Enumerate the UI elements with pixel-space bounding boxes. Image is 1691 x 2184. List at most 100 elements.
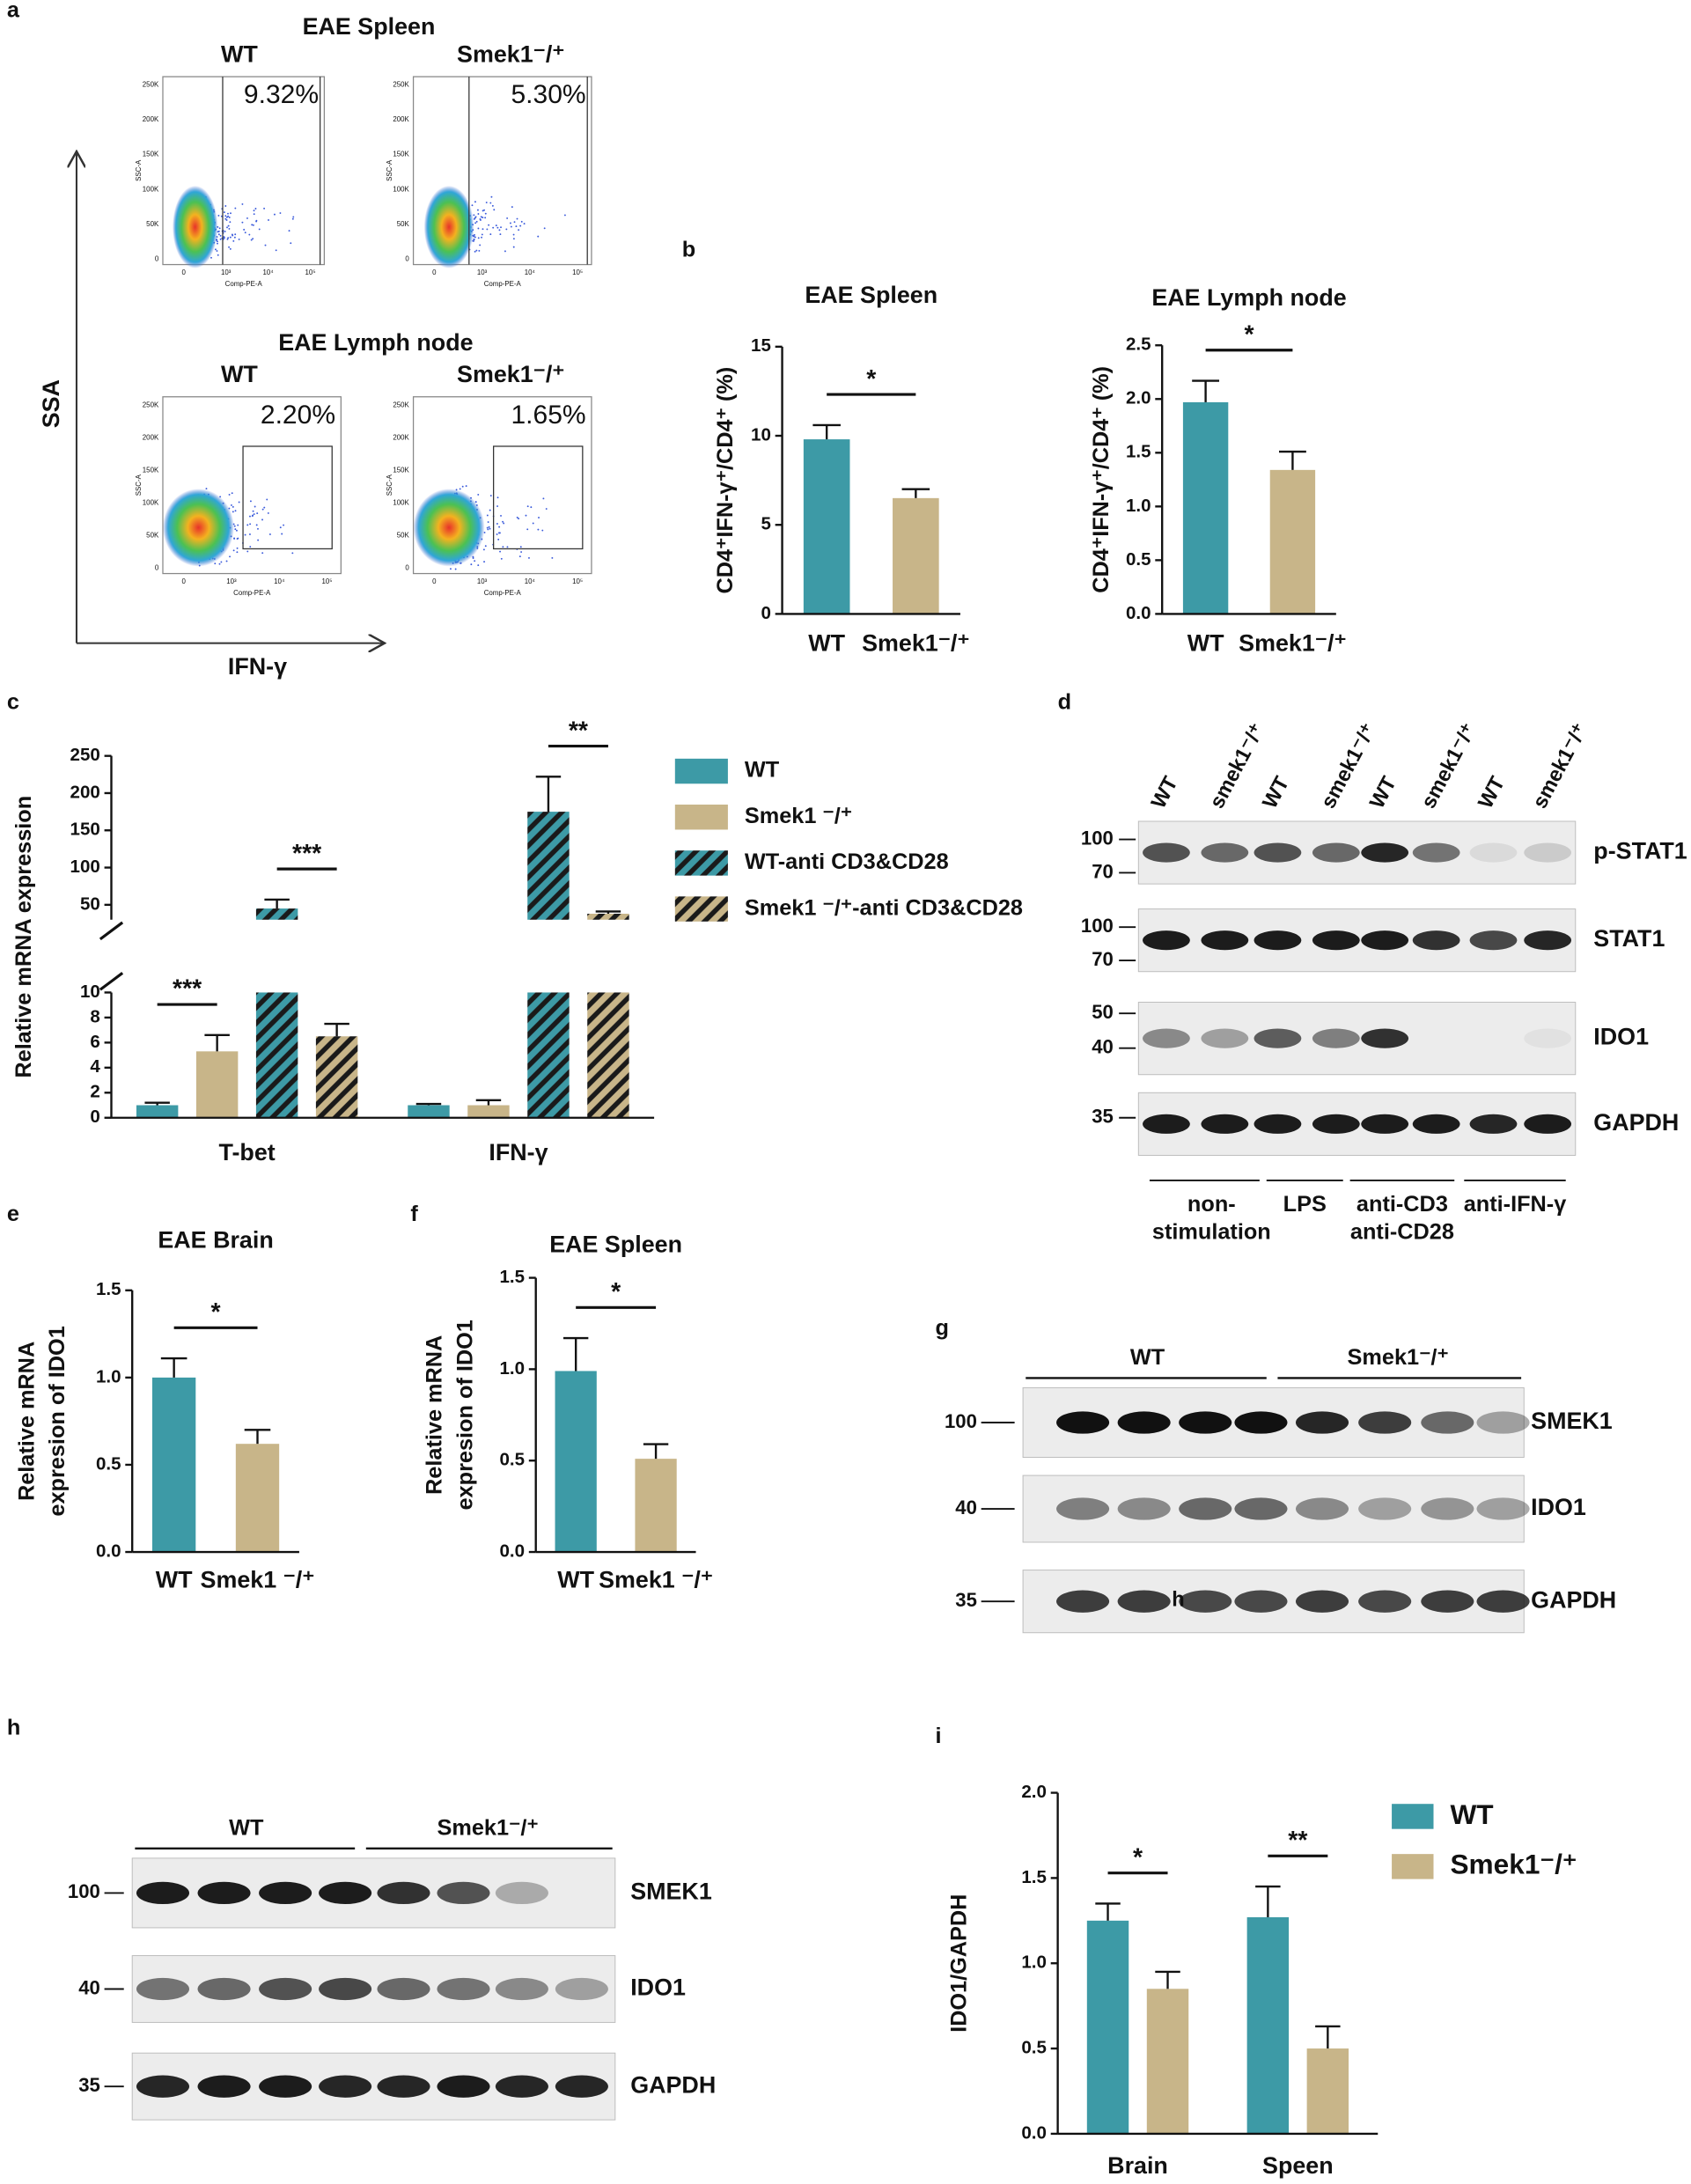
marker-label: 50	[1092, 1001, 1114, 1023]
event-dot	[263, 506, 266, 509]
event-dot	[292, 216, 295, 218]
chart-title: EAE Lymph node	[1151, 284, 1346, 311]
y-axis-label: IDO1/GAPDH	[947, 1894, 972, 2033]
y-tick-label: 4	[90, 1056, 100, 1077]
event-dot	[241, 221, 244, 224]
gate-percent: 9.32%	[244, 80, 319, 109]
event-dot	[228, 493, 231, 496]
blot-band	[1234, 1590, 1288, 1613]
plot-x-label: Comp-PE-A	[484, 589, 522, 597]
blot-band	[1421, 1411, 1474, 1434]
event-dot	[489, 202, 492, 204]
gate-box	[493, 445, 584, 550]
event-dot	[482, 548, 485, 551]
blot-band	[495, 1977, 548, 2001]
plot-y-tick: 200K	[143, 433, 159, 441]
blot-band	[259, 1881, 312, 1905]
event-dot	[210, 256, 212, 259]
plot-y-tick: 100K	[393, 185, 409, 193]
event-dot	[232, 239, 235, 242]
event-dot	[281, 533, 283, 535]
event-dot	[520, 220, 523, 223]
significance-label: *	[866, 365, 877, 393]
event-dot	[226, 226, 228, 229]
bar	[235, 1444, 280, 1553]
blot-band	[197, 1881, 251, 1905]
significance-label: ***	[292, 840, 322, 868]
event-dot	[249, 500, 252, 503]
event-dot	[542, 497, 545, 500]
blot-band	[1117, 1590, 1171, 1613]
plot-y-tick: 250K	[393, 81, 409, 89]
y-tick-label: 0.0	[499, 1541, 525, 1561]
event-dot	[482, 210, 484, 212]
legend-swatch	[674, 850, 728, 876]
blot-band	[1254, 930, 1302, 951]
legend-label: Smek1 ⁻/⁺-anti CD3&CD28	[745, 895, 1023, 920]
y-tick-label: 10	[80, 982, 100, 1002]
blot-band	[1476, 1590, 1530, 1613]
event-dot	[234, 207, 237, 210]
blot-band	[437, 1977, 490, 2001]
plot-y-tick: 0	[405, 254, 409, 262]
event-dot	[502, 520, 504, 523]
bar	[1146, 1989, 1189, 2134]
blot-band	[1361, 1114, 1409, 1134]
gate-percent: 2.20%	[261, 401, 335, 430]
event-dot	[496, 226, 499, 229]
group-label: Smek1⁻/⁺	[437, 1815, 539, 1840]
y-tick-label: 0.5	[96, 1453, 121, 1474]
event-dot	[479, 218, 482, 220]
blot-band	[319, 1881, 372, 1905]
x-tick-label: WT	[557, 1566, 594, 1592]
event-dot	[480, 216, 482, 218]
y-tick-label: 1.5	[1021, 1867, 1047, 1887]
event-dot	[482, 217, 484, 219]
event-dot	[510, 225, 512, 228]
event-dot	[236, 538, 239, 540]
event-dot	[486, 514, 489, 517]
event-dot	[249, 515, 251, 518]
event-dot	[497, 538, 500, 540]
event-dot	[465, 485, 467, 488]
significance-label: *	[611, 1278, 621, 1306]
protein-label: SMEK1	[1531, 1408, 1613, 1434]
event-dot	[519, 546, 522, 548]
event-dot	[506, 217, 509, 219]
group-label: WT	[1130, 1345, 1165, 1370]
plot-x-tick: 0	[432, 577, 437, 585]
plot-x-tick: 10⁵	[572, 268, 583, 276]
event-dot	[489, 509, 491, 511]
plot-y-tick: 0	[155, 563, 159, 571]
y-axis-label: expresion of IDO1	[45, 1326, 70, 1516]
blot-band	[1312, 842, 1360, 863]
event-dot	[229, 247, 232, 250]
blot-band	[1469, 930, 1518, 951]
event-dot	[214, 248, 217, 251]
lane-label: WT	[1474, 773, 1511, 813]
blot-band	[136, 2075, 190, 2098]
plot-y-tick: 200K	[393, 115, 409, 123]
condition-label: stimulation	[1152, 1220, 1271, 1245]
y-tick-label: 1.5	[96, 1279, 121, 1299]
event-dot	[505, 228, 508, 231]
marker-label: 100	[1081, 915, 1114, 937]
event-dot	[273, 213, 276, 216]
marker-label: 40	[78, 1976, 100, 1998]
y-tick-label: 2.0	[1021, 1782, 1047, 1802]
event-dot	[255, 220, 258, 223]
event-dot	[499, 550, 502, 553]
plot-x-tick: 10³	[477, 577, 488, 585]
event-dot	[268, 219, 269, 221]
gate-percent: 5.30%	[511, 80, 585, 109]
event-dot	[217, 254, 219, 256]
blot-band	[495, 1881, 548, 1905]
event-dot	[500, 514, 502, 517]
event-dot	[227, 215, 230, 217]
event-dot	[258, 228, 261, 231]
event-dot	[484, 545, 487, 548]
blot-band	[1179, 1497, 1232, 1520]
bar	[1246, 1916, 1290, 2134]
event-dot	[525, 514, 527, 517]
plot-y-tick: 150K	[143, 466, 159, 474]
